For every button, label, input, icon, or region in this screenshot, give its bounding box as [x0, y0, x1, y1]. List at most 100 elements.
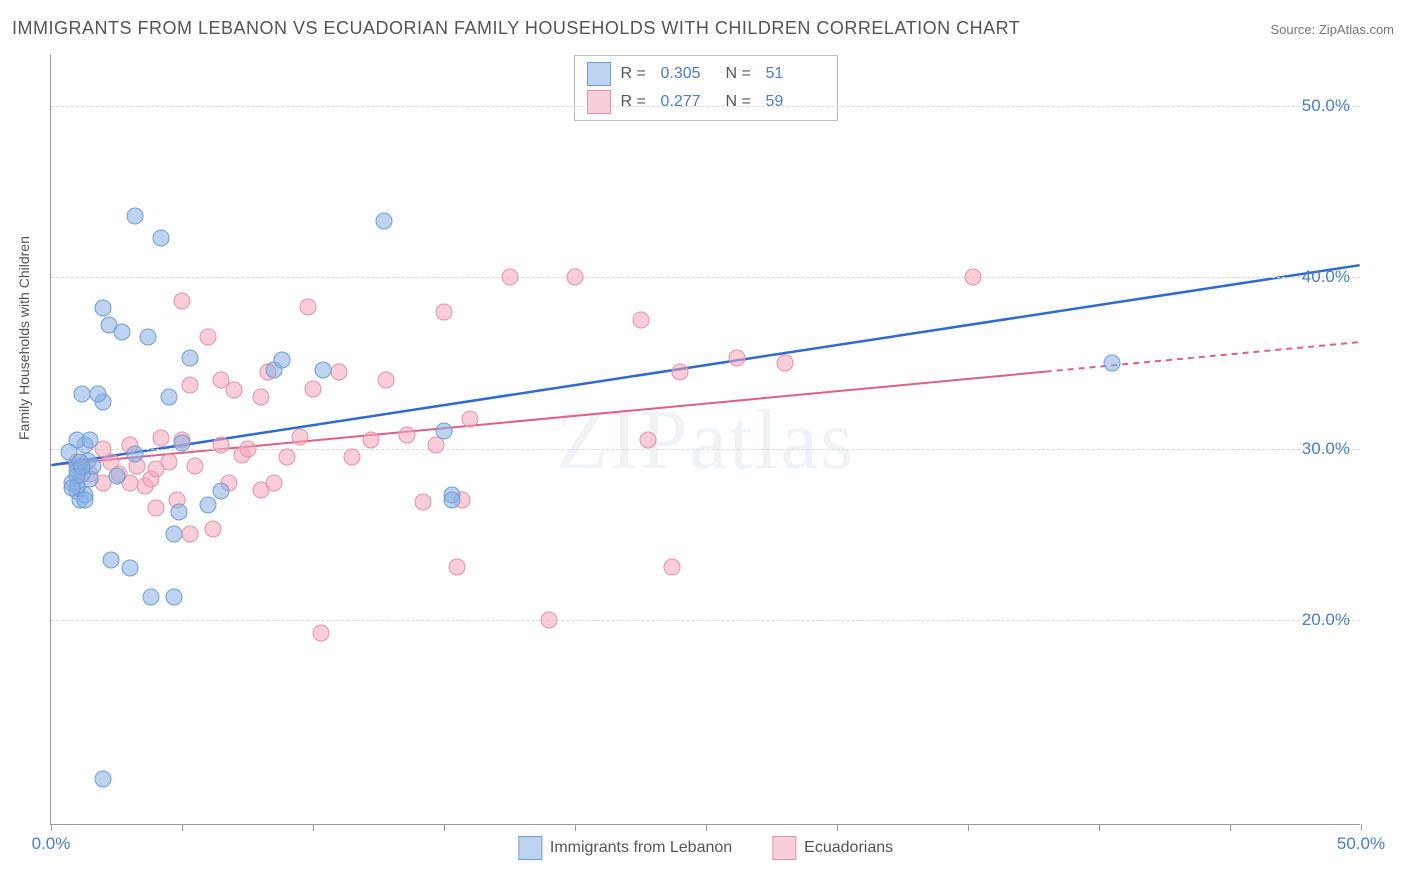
data-point-ecuadorian: [399, 426, 416, 443]
legend-r-label: R =: [621, 65, 651, 83]
legend-n-label: N =: [726, 93, 756, 111]
data-point-lebanon: [139, 329, 156, 346]
data-point-ecuadorian: [362, 432, 379, 449]
legend-item-lebanon: Immigrants from Lebanon: [518, 836, 732, 860]
legend-series-box: Immigrants from Lebanon Ecuadorians: [518, 836, 893, 860]
chart-plot-area: ZIPatlas R = 0.305 N = 51 R = 0.277 N = …: [50, 55, 1360, 825]
gridline-h: [51, 106, 1360, 107]
data-point-lebanon: [77, 491, 94, 508]
data-point-ecuadorian: [415, 493, 432, 510]
data-point-lebanon: [126, 207, 143, 224]
data-point-lebanon: [95, 770, 112, 787]
gridline-h: [51, 620, 1360, 621]
data-point-ecuadorian: [776, 355, 793, 372]
data-point-lebanon: [90, 385, 107, 402]
data-point-ecuadorian: [540, 611, 557, 628]
y-tick-label: 50.0%: [1302, 96, 1350, 116]
data-point-lebanon: [153, 230, 170, 247]
x-tick-label: 0.0%: [32, 834, 71, 854]
trend-line-ecuadorian-extrapolated: [1046, 342, 1360, 372]
data-point-ecuadorian: [632, 312, 649, 329]
data-point-ecuadorian: [312, 625, 329, 642]
data-point-lebanon: [95, 300, 112, 317]
data-point-lebanon: [174, 435, 191, 452]
data-point-lebanon: [181, 349, 198, 366]
data-point-lebanon: [273, 351, 290, 368]
data-point-ecuadorian: [174, 293, 191, 310]
x-tick-mark: [837, 824, 838, 831]
trend-line-lebanon: [51, 265, 1359, 465]
legend-r-value-ecuadorian: 0.277: [661, 93, 716, 111]
data-point-ecuadorian: [671, 363, 688, 380]
data-point-lebanon: [166, 526, 183, 543]
data-point-ecuadorian: [200, 329, 217, 346]
legend-swatch-lebanon: [518, 836, 542, 860]
data-point-ecuadorian: [640, 432, 657, 449]
x-tick-mark: [182, 824, 183, 831]
data-point-ecuadorian: [147, 500, 164, 517]
data-point-lebanon: [436, 423, 453, 440]
legend-n-value-ecuadorian: 59: [766, 93, 821, 111]
source-credit: Source: ZipAtlas.com: [1270, 22, 1394, 37]
x-tick-mark: [706, 824, 707, 831]
data-point-lebanon: [126, 445, 143, 462]
x-tick-label: 50.0%: [1337, 834, 1385, 854]
gridline-h: [51, 277, 1360, 278]
data-point-ecuadorian: [160, 454, 177, 471]
data-point-lebanon: [171, 503, 188, 520]
data-point-ecuadorian: [501, 269, 518, 286]
data-point-ecuadorian: [239, 440, 256, 457]
data-point-ecuadorian: [205, 520, 222, 537]
data-point-ecuadorian: [305, 380, 322, 397]
data-point-lebanon: [113, 324, 130, 341]
trend-line-ecuadorian: [51, 372, 1045, 466]
x-tick-mark: [51, 824, 52, 831]
data-point-ecuadorian: [299, 298, 316, 315]
data-point-ecuadorian: [187, 457, 204, 474]
data-point-ecuadorian: [265, 474, 282, 491]
data-point-ecuadorian: [462, 411, 479, 428]
x-tick-mark: [1361, 824, 1362, 831]
legend-r-label: R =: [621, 93, 651, 111]
data-point-ecuadorian: [331, 363, 348, 380]
data-point-ecuadorian: [663, 558, 680, 575]
watermark-text: ZIPatlas: [556, 391, 855, 489]
data-point-lebanon: [74, 459, 91, 476]
data-point-ecuadorian: [213, 437, 230, 454]
data-point-ecuadorian: [729, 349, 746, 366]
x-tick-mark: [313, 824, 314, 831]
data-point-ecuadorian: [252, 389, 269, 406]
data-point-ecuadorian: [181, 526, 198, 543]
x-tick-mark: [1230, 824, 1231, 831]
chart-title: IMMIGRANTS FROM LEBANON VS ECUADORIAN FA…: [12, 18, 1020, 39]
data-point-ecuadorian: [567, 269, 584, 286]
legend-swatch-ecuadorian: [587, 90, 611, 114]
data-point-lebanon: [213, 483, 230, 500]
data-point-lebanon: [82, 432, 99, 449]
data-point-ecuadorian: [226, 382, 243, 399]
data-point-lebanon: [200, 497, 217, 514]
data-point-ecuadorian: [965, 269, 982, 286]
data-point-lebanon: [103, 551, 120, 568]
x-tick-mark: [444, 824, 445, 831]
data-point-ecuadorian: [449, 558, 466, 575]
legend-stats-row-ecuadorian: R = 0.277 N = 59: [587, 88, 821, 116]
legend-label-ecuadorian: Ecuadorians: [804, 839, 893, 857]
data-point-lebanon: [160, 389, 177, 406]
legend-label-lebanon: Immigrants from Lebanon: [550, 839, 732, 857]
data-point-ecuadorian: [181, 377, 198, 394]
data-point-lebanon: [443, 491, 460, 508]
data-point-ecuadorian: [378, 372, 395, 389]
y-axis-title: Family Households with Children: [16, 236, 32, 440]
legend-stats-box: R = 0.305 N = 51 R = 0.277 N = 59: [574, 55, 838, 121]
legend-stats-row-lebanon: R = 0.305 N = 51: [587, 60, 821, 88]
legend-n-value-lebanon: 51: [766, 65, 821, 83]
legend-item-ecuadorian: Ecuadorians: [772, 836, 893, 860]
data-point-ecuadorian: [153, 430, 170, 447]
data-point-lebanon: [315, 361, 332, 378]
legend-swatch-lebanon: [587, 62, 611, 86]
data-point-lebanon: [63, 479, 80, 496]
x-tick-mark: [968, 824, 969, 831]
data-point-ecuadorian: [344, 449, 361, 466]
legend-n-label: N =: [726, 65, 756, 83]
